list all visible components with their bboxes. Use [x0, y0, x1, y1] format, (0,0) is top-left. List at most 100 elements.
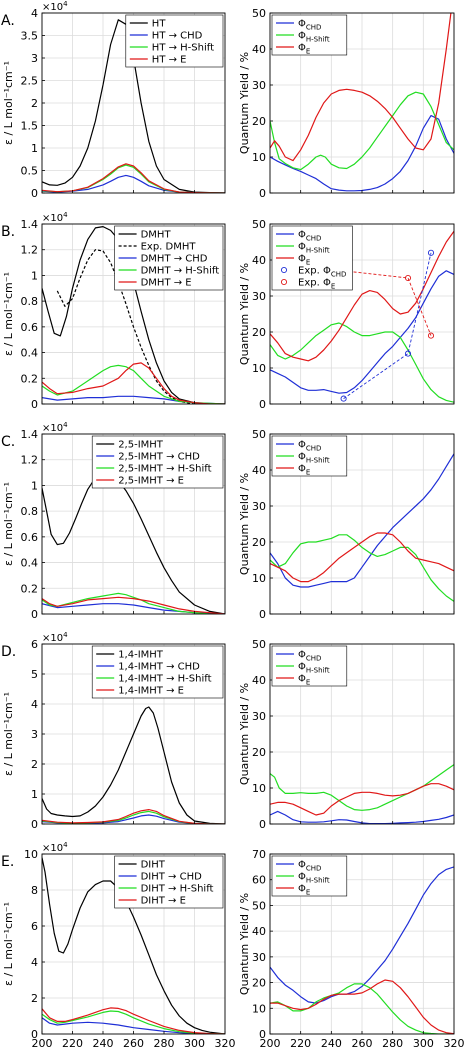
y-tick-label: 6 — [31, 920, 38, 933]
legend-entry: DIHT → E — [141, 896, 186, 907]
y-axis-label: ε / L mol⁻¹cm⁻¹ — [2, 692, 15, 776]
y-tick-label: 30 — [252, 290, 266, 303]
y-tick-label: 0.5 — [21, 165, 39, 178]
series-line — [42, 163, 225, 193]
y-tick-label: 40 — [252, 254, 266, 267]
y-tick-label: 40 — [252, 43, 266, 56]
y-axis-label: Quantum Yield / % — [238, 683, 251, 785]
series-line — [42, 1010, 225, 1034]
y-tick-label: 50 — [252, 7, 266, 20]
y-tick-label: 1 — [31, 142, 38, 155]
axis-exponent: ×104 — [42, 841, 68, 854]
legend-entry: ΦE — [298, 43, 310, 56]
panel-label: E. — [1, 854, 14, 870]
y-tick-label: 1.2 — [21, 244, 39, 257]
y-tick-label: 50 — [252, 218, 266, 231]
x-tick-label: 280 — [154, 1037, 175, 1050]
legend-entry: HT — [152, 19, 167, 30]
x-tick-label: 260 — [352, 1037, 373, 1050]
legend-entry: 1,4-IMHT → H-Shift — [118, 674, 211, 685]
legend-entry: 1,4-IMHT → E — [118, 686, 184, 697]
y-tick-label: 50 — [252, 428, 266, 441]
y-tick-label: 20 — [252, 977, 266, 990]
y-tick-label: 40 — [252, 674, 266, 687]
y-tick-label: 2 — [31, 97, 38, 110]
series-line-exp — [343, 270, 432, 336]
chart-5: 0 0.2 0.4 0.6 0.8 1 1.2 1.4 ε / L mol⁻¹cm⁻¹ C. ×10… — [1, 421, 226, 621]
y-axis-label: ε / L mol⁻¹cm⁻¹ — [2, 272, 15, 356]
legend-entry: ΦCHD — [298, 440, 321, 453]
legend-box — [91, 645, 224, 699]
y-tick-label: 1 — [31, 479, 38, 492]
axis-exponent: ×104 — [42, 421, 68, 434]
y-tick-label: 3 — [31, 728, 38, 741]
x-tick-label: 320 — [444, 1037, 464, 1050]
y-tick-label: 20 — [252, 115, 266, 128]
y-tick-label: 50 — [252, 638, 266, 651]
legend-entry: Exp. ΦE — [298, 278, 335, 291]
legend-marker — [280, 266, 288, 274]
y-tick-label: 70 — [252, 848, 266, 861]
series-line — [42, 808, 225, 824]
y-tick-label: 3.5 — [21, 30, 39, 43]
y-tick-label: 1 — [31, 269, 38, 282]
y-tick-label: 30 — [252, 710, 266, 723]
panel-label: C. — [1, 434, 15, 450]
legend-entry: HT → H-Shift — [152, 43, 214, 54]
y-tick-label: 30 — [252, 79, 266, 92]
y-tick-label: 6 — [31, 638, 38, 651]
series-line — [42, 706, 225, 824]
y-tick-label: 0 — [259, 187, 266, 200]
legend-entry: 1,4-IMHT → CHD — [118, 662, 200, 673]
legend-entry: HT → CHD — [152, 31, 203, 42]
y-tick-label: 10 — [252, 1002, 266, 1015]
chart-10: 010203040506070200220240260280300320Wave… — [238, 848, 464, 1050]
y-axis-label: Quantum Yield / % — [238, 473, 251, 575]
series-line — [42, 19, 225, 193]
chart-3: 0 0.2 0.4 0.6 0.8 1 1.2 1.4 ε / L mol⁻¹cm⁻¹ B. ×10… — [1, 211, 226, 411]
y-axis-label: ε / L mol⁻¹cm⁻¹ — [2, 482, 15, 566]
y-tick-label: 20 — [252, 746, 266, 759]
y-tick-label: 30 — [252, 500, 266, 513]
axis-exponent: ×104 — [42, 631, 68, 644]
legend-box — [114, 855, 224, 909]
y-tick-label: 30 — [252, 951, 266, 964]
legend-entry: DMHT → CHD — [141, 254, 208, 265]
legend-entry: ΦCHD — [298, 650, 321, 663]
y-axis-label: Quantum Yield / % — [238, 52, 251, 154]
y-tick-label: 0.2 — [21, 372, 39, 385]
series-line — [270, 866, 454, 1004]
y-tick-label: 10 — [252, 151, 266, 164]
series-line-exp — [343, 252, 432, 399]
legend-marker — [280, 278, 288, 286]
chart-6: 0 10 20 30 40 50 Quantum Yield / % ΦCHDΦH-Shift… — [238, 428, 455, 621]
series-line — [270, 534, 454, 602]
panel-label: D. — [1, 644, 16, 660]
legend-entry: DIHT → H-Shift — [141, 884, 214, 895]
y-tick-label: 40 — [252, 464, 266, 477]
y-tick-label: 0 — [259, 398, 266, 411]
chart-9: 0246810200220240260280300320Wavelength /… — [1, 841, 236, 1050]
series-line — [270, 270, 454, 394]
y-tick-label: 4 — [31, 956, 38, 969]
y-tick-label: 0 — [259, 1028, 266, 1041]
series-line — [42, 592, 225, 614]
y-tick-label: 10 — [24, 848, 38, 861]
series-line — [42, 362, 225, 404]
y-tick-label: 20 — [252, 536, 266, 549]
y-tick-label: 1.4 — [21, 428, 39, 441]
y-axis-label: Quantum Yield / % — [238, 893, 251, 995]
legend-entry: ΦE — [298, 254, 310, 267]
series-line — [270, 13, 452, 162]
data-point — [427, 249, 435, 256]
x-tick-label: 200 — [32, 1037, 53, 1050]
legend-box — [125, 14, 224, 68]
y-tick-label: 2 — [31, 992, 38, 1005]
y-tick-label: 2.5 — [21, 75, 39, 88]
